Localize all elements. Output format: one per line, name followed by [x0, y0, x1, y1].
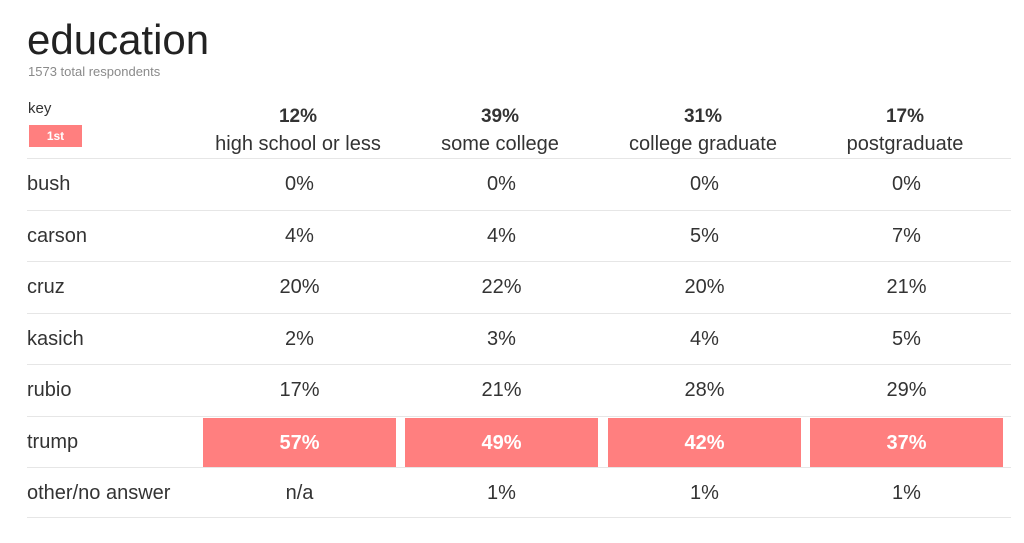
- column-label: college graduate: [629, 133, 777, 155]
- table-row: other/no answer n/a 1% 1% 1%: [27, 467, 1011, 518]
- row-label: carson: [27, 224, 88, 247]
- table-cell: 4%: [690, 327, 719, 350]
- table-cell: 20%: [684, 276, 725, 298]
- column-label: postgraduate: [846, 133, 964, 155]
- column-share: 12%: [278, 106, 318, 127]
- table-row: kasich 2% 3% 4% 5%: [27, 312, 1011, 364]
- first-place-cell: 37%: [810, 417, 1003, 468]
- table-cell: 5%: [690, 224, 719, 247]
- table-cell: 0%: [285, 173, 314, 195]
- row-label: cruz: [27, 276, 65, 298]
- table-cell: 7%: [892, 224, 921, 247]
- table-cell: 4%: [285, 224, 314, 247]
- table-cell: 20%: [279, 276, 320, 298]
- table-cell: 17%: [279, 379, 320, 401]
- table-cell: 0%: [690, 173, 719, 195]
- row-label: trump: [27, 430, 79, 453]
- key-label: key: [28, 100, 52, 117]
- table-cell: 0%: [892, 173, 921, 195]
- table-cell: 1%: [892, 482, 921, 504]
- table-cell: 0%: [487, 173, 516, 195]
- row-label: kasich: [27, 327, 84, 350]
- table-cell: 2%: [285, 327, 314, 350]
- table-cell: 1%: [690, 482, 719, 504]
- row-label: bush: [27, 173, 71, 195]
- table-cell: 5%: [892, 327, 921, 350]
- table-row: carson 4% 4% 5% 7%: [27, 209, 1011, 261]
- table-cell: 22%: [481, 276, 522, 298]
- column-label: some college: [441, 133, 559, 155]
- table-row: rubio 17% 21% 28% 29%: [27, 364, 1011, 415]
- column-header-college-graduate: 31% college graduate: [603, 104, 803, 158]
- table-cell: 21%: [886, 276, 927, 298]
- respondent-count: 1573 total respondents: [28, 64, 161, 79]
- column-header-postgraduate: 17% postgraduate: [805, 104, 1005, 158]
- table-row: cruz 20% 22% 20% 21%: [27, 261, 1011, 312]
- column-header-high-school-or-less: 12% high school or less: [198, 104, 398, 158]
- first-place-cell: 57%: [203, 417, 396, 468]
- column-share: 31%: [683, 106, 723, 127]
- table-cell: 3%: [487, 327, 516, 350]
- row-label: rubio: [27, 379, 72, 401]
- table-cell: n/a: [285, 482, 314, 504]
- table-cell: 28%: [684, 379, 725, 401]
- table-cell: 1%: [487, 482, 516, 504]
- chart-title: education: [27, 16, 210, 63]
- column-share: 17%: [885, 106, 925, 127]
- table-cell: 21%: [481, 379, 522, 401]
- table-row: trump 57% 49% 42% 37%: [27, 415, 1011, 468]
- table-row: bush 0% 0% 0% 0%: [27, 158, 1011, 209]
- first-place-key-badge: 1st: [29, 125, 82, 147]
- column-share: 39%: [480, 106, 520, 127]
- row-label: other/no answer: [27, 482, 171, 504]
- first-place-cell: 49%: [405, 417, 598, 468]
- column-label: high school or less: [215, 133, 381, 155]
- column-header-some-college: 39% some college: [400, 104, 600, 158]
- table-cell: 4%: [487, 224, 516, 247]
- table-cell: 29%: [886, 379, 927, 401]
- first-place-cell: 42%: [608, 417, 801, 468]
